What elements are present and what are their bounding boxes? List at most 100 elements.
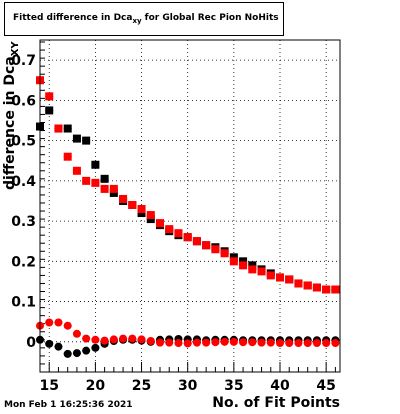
y-tick-label: 0.6 (11, 93, 36, 109)
data-point (146, 337, 155, 346)
data-point (276, 339, 284, 348)
y-tick-label: 0.7 (11, 53, 36, 69)
plot-area (40, 40, 340, 372)
x-tick-label: 40 (270, 378, 290, 394)
y-tick-label: 0.4 (11, 174, 36, 190)
data-point (174, 339, 183, 348)
data-point (331, 339, 340, 348)
data-point (109, 335, 118, 344)
data-point (312, 283, 321, 292)
data-point (100, 184, 109, 193)
data-point (229, 337, 238, 346)
data-point (174, 229, 183, 238)
data-point (294, 279, 303, 288)
data-point (266, 271, 275, 280)
data-point (82, 346, 91, 355)
data-point (285, 339, 294, 348)
data-point (119, 194, 128, 203)
data-point (229, 257, 238, 266)
data-point (72, 349, 81, 358)
data-point (91, 178, 100, 187)
x-axis-label: No. of Fit Points (212, 395, 340, 411)
data-point (248, 261, 257, 270)
data-point (257, 338, 266, 347)
data-point (146, 211, 155, 220)
data-point (63, 349, 72, 358)
data-point (165, 338, 174, 347)
data-point (63, 124, 72, 133)
data-point (72, 329, 81, 338)
data-point (156, 219, 164, 228)
data-point (63, 321, 72, 330)
data-point (63, 152, 72, 161)
y-axis-label: difference in DcaXY (2, 41, 21, 190)
data-point (211, 338, 220, 347)
data-point (303, 339, 312, 348)
data-point (257, 267, 266, 276)
x-tick-label: 15 (39, 378, 58, 394)
y-tick-label: 0.3 (11, 214, 36, 230)
data-point (294, 339, 303, 348)
data-point (312, 339, 321, 348)
data-point (248, 338, 257, 347)
data-point (45, 318, 54, 327)
y-axis-label-text: difference in Dca (2, 56, 18, 190)
data-point (322, 285, 331, 294)
data-point (128, 200, 137, 209)
data-point (72, 134, 81, 143)
data-point (192, 338, 201, 347)
data-point (54, 318, 63, 327)
data-point (285, 275, 294, 284)
data-point (276, 273, 284, 282)
chart-title-prefix: Fitted difference in Dca (13, 13, 133, 23)
data-point (211, 245, 220, 254)
data-point (128, 334, 137, 343)
timestamp: Mon Feb 1 16:25:36 2021 (4, 400, 133, 410)
data-point (202, 338, 211, 347)
data-point (109, 188, 118, 197)
data-point (137, 205, 146, 214)
data-point (72, 166, 81, 175)
data-point (303, 281, 312, 290)
data-point (183, 233, 192, 242)
data-point (183, 339, 192, 348)
data-point (239, 261, 248, 270)
y-tick-label: 0 (26, 335, 36, 351)
y-tick-label: 0.1 (11, 295, 36, 311)
data-point (192, 237, 201, 246)
x-tick-label: 30 (178, 378, 198, 394)
data-point (45, 106, 54, 115)
chart-title-suffix: for Global Rec Pion NoHits (141, 13, 279, 23)
x-tick-label: 35 (224, 378, 243, 394)
data-point (220, 337, 229, 346)
x-tick-label: 20 (86, 378, 106, 394)
chart-title: Fitted difference in Dcaxy for Global Re… (13, 13, 279, 25)
data-point (54, 124, 63, 133)
data-point (331, 285, 340, 294)
data-point (109, 184, 118, 193)
data-point (146, 215, 155, 224)
data-point (91, 343, 100, 352)
data-point (137, 209, 146, 218)
data-point (45, 92, 54, 101)
data-point (137, 335, 146, 344)
data-point (165, 225, 174, 234)
data-point (266, 338, 275, 347)
data-point (119, 334, 128, 343)
data-point (100, 174, 109, 183)
data-point (239, 257, 248, 266)
data-point (239, 338, 248, 347)
data-point (202, 241, 211, 250)
data-point (45, 339, 54, 348)
data-point (322, 339, 331, 348)
data-point (229, 253, 238, 262)
chart-title-subscript: xy (132, 16, 142, 25)
y-tick-label: 0.2 (11, 254, 36, 270)
data-point (100, 336, 109, 345)
data-point (91, 160, 100, 169)
data-point (156, 338, 164, 347)
data-point (91, 335, 100, 344)
data-point (248, 265, 257, 274)
data-point (54, 342, 63, 351)
